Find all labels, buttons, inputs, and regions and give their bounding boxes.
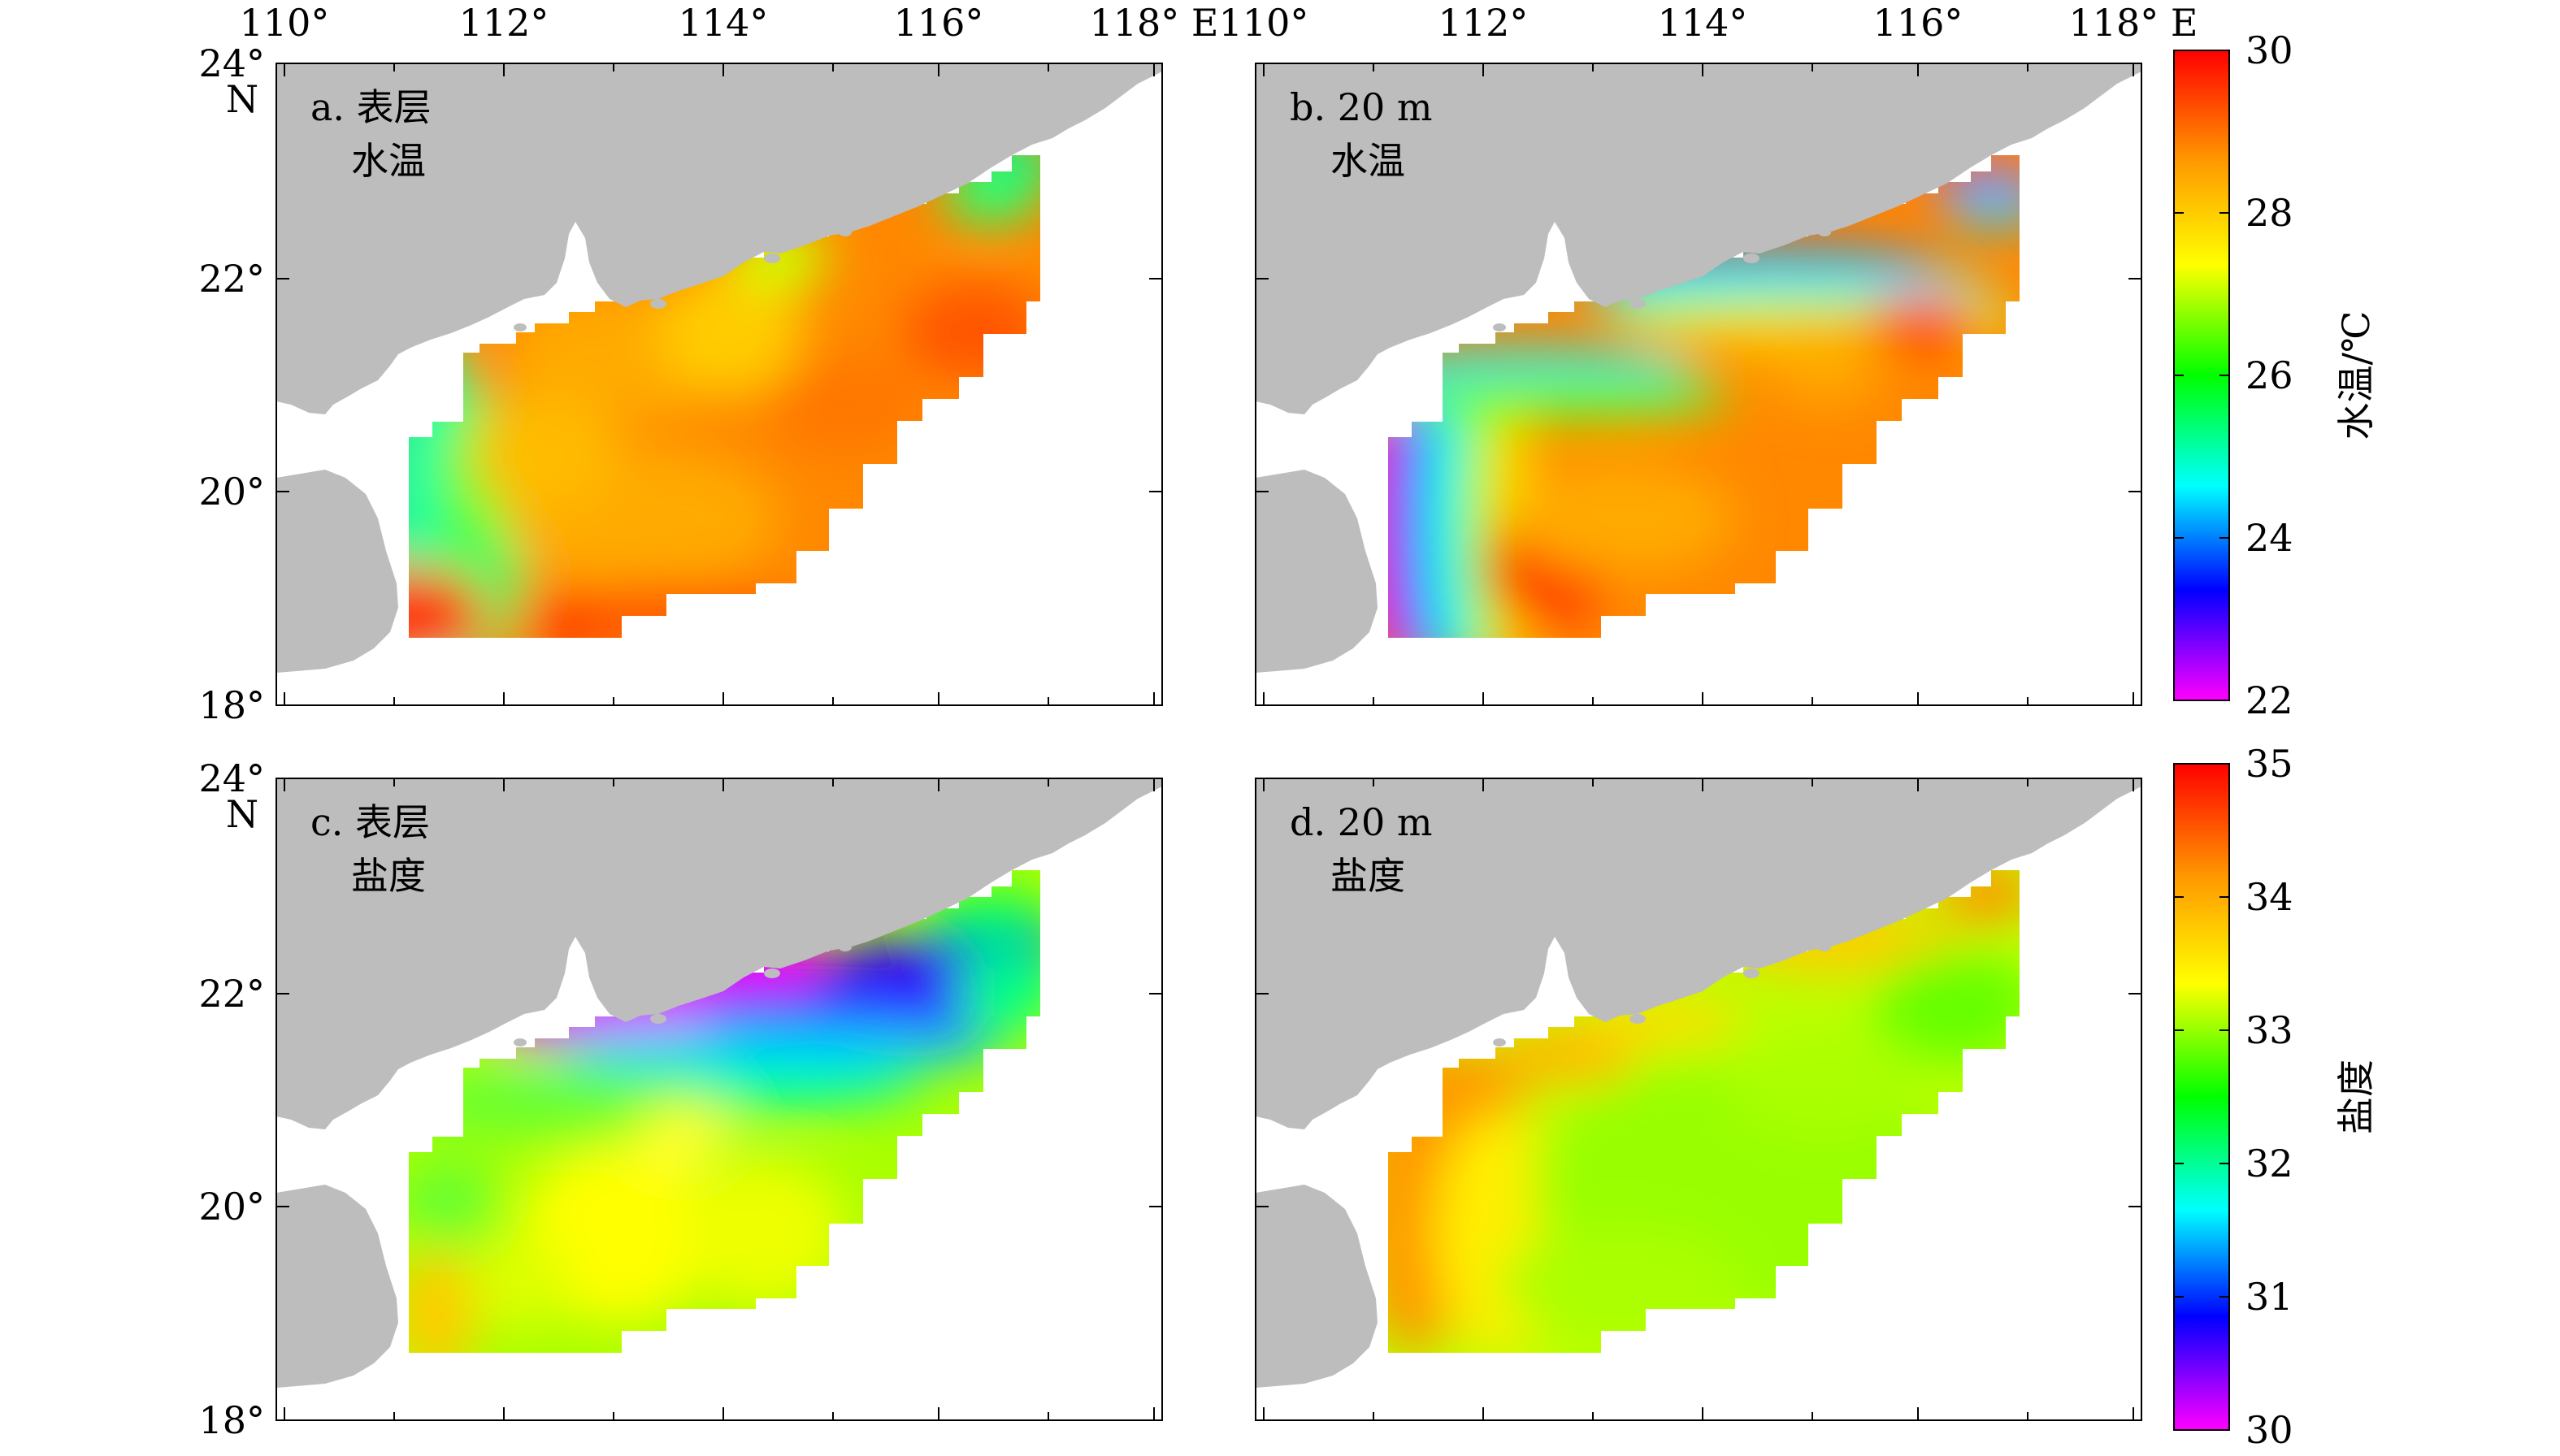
panel-variable-label: 盐度 xyxy=(351,854,426,898)
y-tick-label: 24° xyxy=(198,756,265,800)
panel-frame xyxy=(276,778,1163,1421)
panel-variable-label: 盐度 xyxy=(1330,854,1405,898)
north-label: N xyxy=(226,77,258,121)
x-tick-label: 116° xyxy=(1873,1,1963,45)
colorbar-tick-label: 30 xyxy=(2245,1408,2293,1452)
colorbar-tick-label: 28 xyxy=(2245,191,2293,235)
y-tick-label: 22° xyxy=(198,972,265,1016)
panel-label: d. 20 m xyxy=(1290,800,1432,844)
north-label: N xyxy=(226,792,258,836)
mainland-coast xyxy=(276,778,1162,1129)
x-tick-label: 118° E xyxy=(2068,1,2198,45)
mainland-coast xyxy=(276,63,1162,414)
panel-label: b. 20 m xyxy=(1290,85,1432,129)
panel-label: c. 表层 xyxy=(310,800,430,844)
x-tick-label: 112° xyxy=(459,1,549,45)
hainan-island xyxy=(276,470,398,673)
colorbar-tick-label: 31 xyxy=(2245,1275,2293,1319)
colorbar-tick-label: 26 xyxy=(2245,353,2293,397)
mainland-coast xyxy=(1256,63,2141,414)
colorbar-tick-label: 24 xyxy=(2245,516,2293,560)
panel-d: d. 20 m 盐度 xyxy=(1255,778,2142,1421)
panel-label: a. 表层 xyxy=(310,85,432,129)
hainan-island xyxy=(1256,470,1378,673)
x-tick-label: 112° xyxy=(1438,1,1529,45)
hainan-island xyxy=(1256,1185,1378,1388)
x-tick-label: 118° E xyxy=(1089,1,1218,45)
panel-variable-label: 水温 xyxy=(1330,139,1405,183)
mainland-coast xyxy=(1256,778,2141,1129)
colorbar-tick-label: 32 xyxy=(2245,1142,2293,1185)
field-a xyxy=(409,155,1040,638)
y-tick-label: 24° xyxy=(198,41,265,85)
colorbar-tick-label: 30 xyxy=(2245,28,2293,72)
colorbar-title: 盐度 xyxy=(2334,1060,2378,1134)
y-tick-label: 20° xyxy=(198,470,265,514)
panel-frame xyxy=(1255,63,2142,706)
colorbar-salinity: 35 34 33 32 31 30 盐度 xyxy=(2173,742,2378,1452)
hainan-island xyxy=(276,1185,398,1388)
panel-variable-label: 水温 xyxy=(351,139,426,183)
x-tick-label: 114° xyxy=(679,1,769,45)
panel-frame xyxy=(276,63,1163,706)
panel-frame xyxy=(1255,778,2142,1421)
x-tick-label: 110° xyxy=(1219,1,1309,45)
panel-b: b. 20 m 水温 xyxy=(1255,63,2142,706)
colorbar-tick-label: 33 xyxy=(2245,1008,2293,1052)
y-tick-label: 20° xyxy=(198,1185,265,1228)
x-tick-label: 116° xyxy=(894,1,984,45)
colorbar-title: 水温/℃ xyxy=(2334,311,2378,440)
y-tick-label: 18° xyxy=(198,1398,265,1442)
x-tick-label: 110° xyxy=(240,1,330,45)
y-tick-label: 22° xyxy=(198,257,265,301)
colorbar-tick-label: 22 xyxy=(2245,678,2293,722)
y-tick-label: 18° xyxy=(198,683,265,727)
colorbar-tick-label: 35 xyxy=(2245,742,2293,786)
colorbar-tick-label: 34 xyxy=(2245,875,2293,919)
x-tick-label: 114° xyxy=(1658,1,1748,45)
colorbar-temperature: 30 28 26 24 22 水温/℃ xyxy=(2173,28,2378,722)
